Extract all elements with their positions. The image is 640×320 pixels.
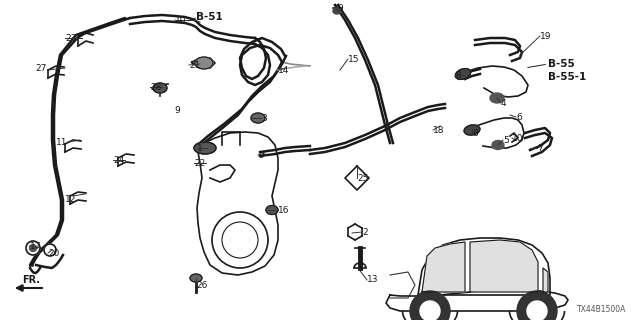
Ellipse shape xyxy=(492,140,504,149)
Text: 2: 2 xyxy=(362,228,367,236)
Polygon shape xyxy=(386,290,568,311)
Text: 10: 10 xyxy=(512,133,524,142)
Text: 8: 8 xyxy=(455,70,461,79)
Text: 12: 12 xyxy=(65,195,76,204)
Ellipse shape xyxy=(266,205,278,214)
Ellipse shape xyxy=(190,274,202,282)
Text: 21: 21 xyxy=(189,60,200,69)
Circle shape xyxy=(527,301,547,320)
Ellipse shape xyxy=(333,8,341,14)
Text: 23: 23 xyxy=(65,34,76,43)
Ellipse shape xyxy=(153,83,167,93)
Text: 25: 25 xyxy=(357,173,369,182)
Text: B-55: B-55 xyxy=(548,59,575,69)
Text: 22: 22 xyxy=(194,158,205,167)
Text: 13: 13 xyxy=(367,276,378,284)
Ellipse shape xyxy=(455,68,470,79)
Circle shape xyxy=(212,212,268,268)
Ellipse shape xyxy=(251,113,265,123)
Polygon shape xyxy=(470,240,538,292)
Text: 9: 9 xyxy=(174,106,180,115)
Text: 28: 28 xyxy=(150,83,161,92)
Text: 1: 1 xyxy=(197,143,203,153)
Circle shape xyxy=(410,291,450,320)
Polygon shape xyxy=(543,268,548,292)
Text: 15: 15 xyxy=(348,54,360,63)
Text: 4: 4 xyxy=(501,99,507,108)
Text: 16: 16 xyxy=(278,205,289,214)
Text: B-51: B-51 xyxy=(196,12,223,22)
Ellipse shape xyxy=(29,244,36,252)
Text: 6: 6 xyxy=(516,113,522,122)
Text: 17: 17 xyxy=(30,242,42,251)
Text: 14: 14 xyxy=(278,66,289,75)
Text: 8: 8 xyxy=(472,129,477,138)
Text: 10: 10 xyxy=(175,15,186,25)
Text: B-55-1: B-55-1 xyxy=(548,72,586,82)
Polygon shape xyxy=(418,238,550,295)
Ellipse shape xyxy=(26,241,40,255)
Text: 20: 20 xyxy=(48,249,60,258)
Text: 11: 11 xyxy=(56,138,67,147)
Ellipse shape xyxy=(44,244,56,256)
Circle shape xyxy=(420,301,440,320)
Text: 7: 7 xyxy=(537,143,543,153)
Text: 19: 19 xyxy=(540,31,552,41)
Ellipse shape xyxy=(194,142,216,154)
Circle shape xyxy=(517,291,557,320)
Ellipse shape xyxy=(464,125,480,135)
Text: 24: 24 xyxy=(113,156,124,164)
Text: 27: 27 xyxy=(35,63,46,73)
Text: 3: 3 xyxy=(261,114,267,123)
Text: 9: 9 xyxy=(337,4,343,12)
Text: TX44B1500A: TX44B1500A xyxy=(577,305,626,314)
Text: FR.: FR. xyxy=(22,275,40,285)
Text: 18: 18 xyxy=(433,125,445,134)
Text: 9: 9 xyxy=(258,150,264,159)
Ellipse shape xyxy=(195,57,213,69)
Ellipse shape xyxy=(490,93,504,103)
Text: 26: 26 xyxy=(196,281,207,290)
Text: 5: 5 xyxy=(503,135,509,145)
Polygon shape xyxy=(422,242,465,292)
